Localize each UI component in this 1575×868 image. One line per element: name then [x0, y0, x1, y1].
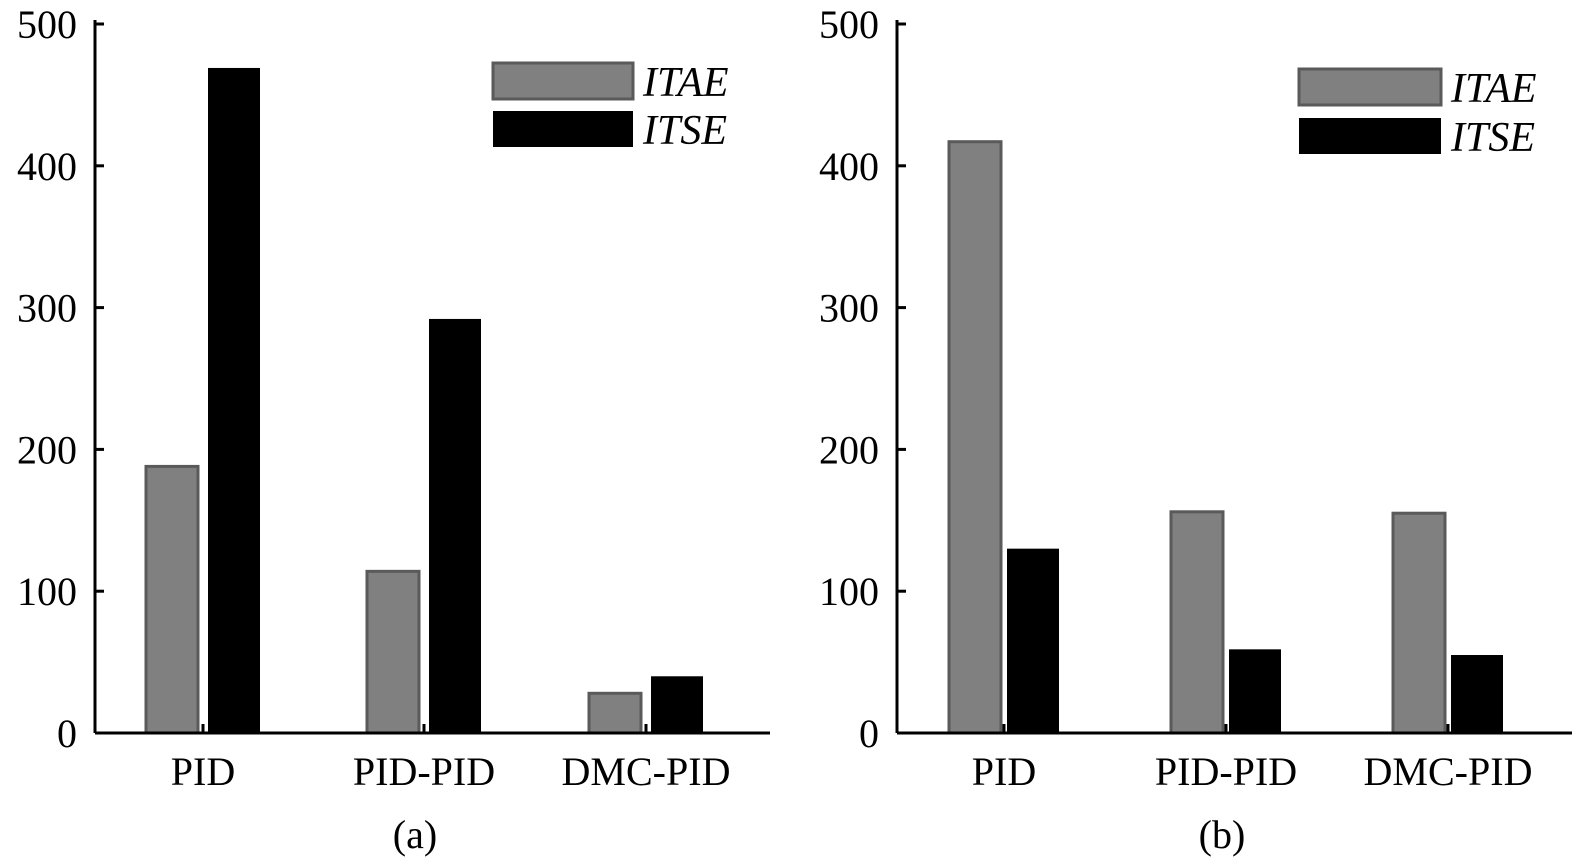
legend-swatch-itse [493, 111, 633, 147]
bar-itse-pid [208, 67, 260, 733]
chart-panel-a: 0 100 200 300 400 500 PID PID-PID DMC-PID ITAEITS… [17, 2, 770, 857]
legend-swatch-itse [1299, 118, 1441, 154]
bar-itae-pid-pid [1169, 510, 1225, 735]
x-tick-label: PID-PID [353, 749, 495, 794]
y-tick-label: 400 [819, 144, 879, 189]
bar-itse-pid-pid [429, 318, 481, 733]
x-tick-label: PID [171, 749, 235, 794]
x-tick-label: PID-PID [1155, 749, 1297, 794]
bar-itae-dmc-pid [1391, 511, 1447, 735]
panel-label: (b) [1199, 812, 1246, 857]
legend-label-itse: ITSE [642, 108, 727, 154]
y-tick-label: 200 [819, 427, 879, 472]
chart-panel-b: 0 100 200 300 400 500 PID PID-PID DMC-PID ITAEITS… [819, 2, 1572, 857]
legend-label-itse: ITSE [1450, 115, 1535, 161]
y-tick-label: 0 [57, 711, 77, 756]
y-tick-label: 300 [819, 286, 879, 331]
bar-itae-pid [144, 464, 200, 735]
x-tick-label: DMC-PID [562, 749, 731, 794]
bar-itae-pid [947, 140, 1003, 735]
legend-swatch-itae [1297, 67, 1443, 107]
y-tick-label: 400 [17, 144, 77, 189]
y-tick-label: 500 [819, 2, 879, 47]
panel-label: (a) [393, 812, 437, 857]
x-tick-label: PID [972, 749, 1036, 794]
legend-label-itae: ITAE [642, 60, 729, 106]
legend-swatch-itae [491, 61, 635, 101]
x-tick-label: DMC-PID [1364, 749, 1533, 794]
y-tick-label: 100 [819, 569, 879, 614]
bar-itae-pid-pid [365, 569, 421, 735]
legend-label-itae: ITAE [1450, 66, 1537, 112]
bar-itae-dmc-pid [587, 691, 643, 735]
bar-itse-pid [1007, 548, 1059, 733]
y-tick-label: 300 [17, 286, 77, 331]
bar-itse-dmc-pid [1451, 655, 1503, 733]
y-tick-label: 100 [17, 569, 77, 614]
bar-itse-dmc-pid [651, 676, 703, 733]
bar-itse-pid-pid [1229, 649, 1281, 733]
y-tick-label: 200 [17, 427, 77, 472]
y-tick-label: 0 [859, 711, 879, 756]
y-tick-label: 500 [17, 2, 77, 47]
